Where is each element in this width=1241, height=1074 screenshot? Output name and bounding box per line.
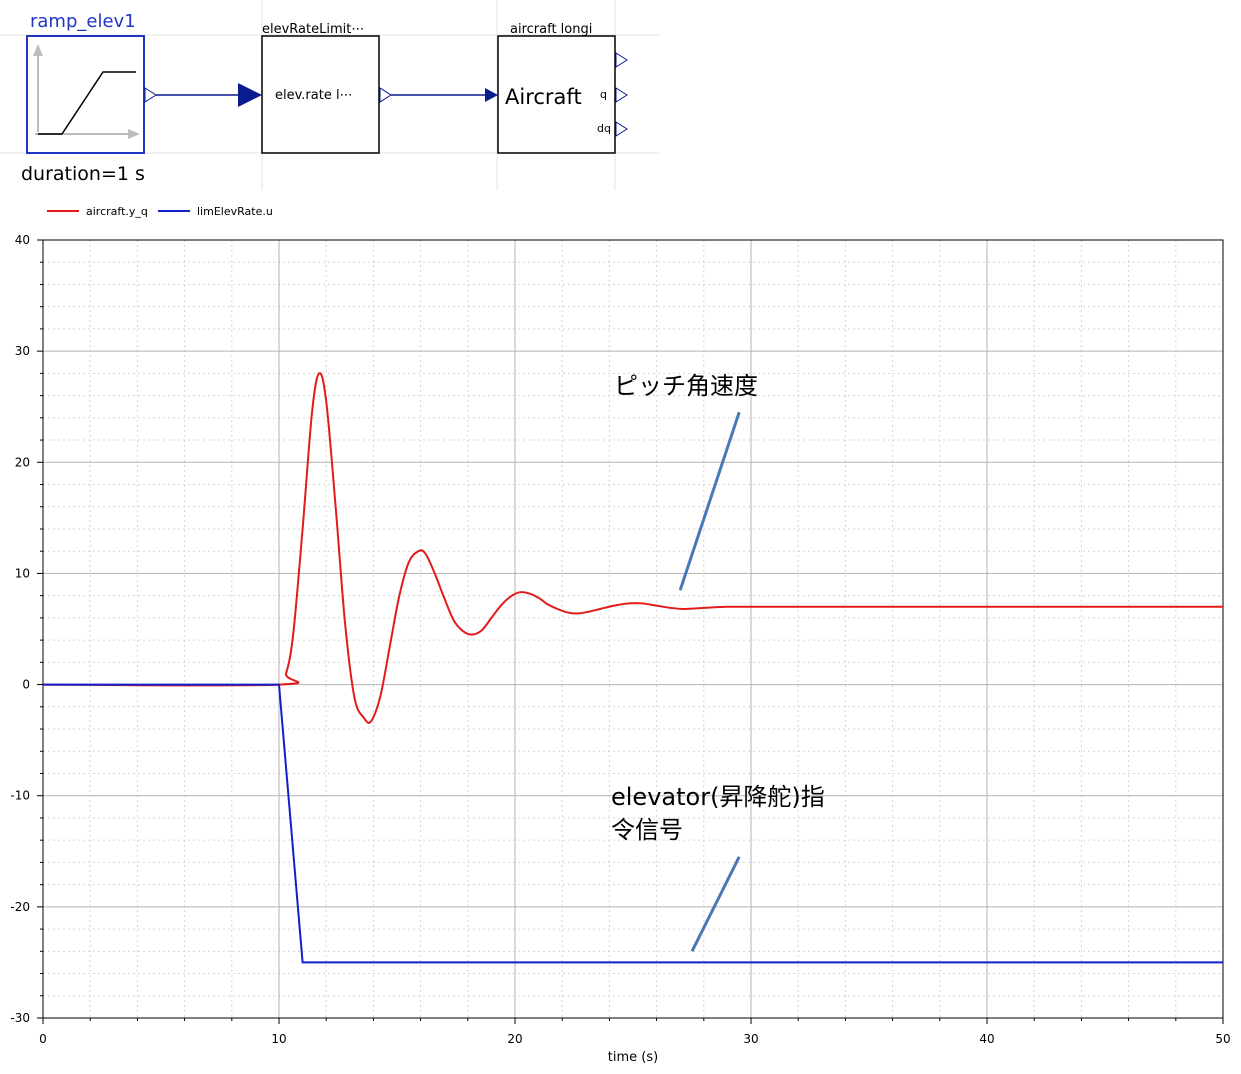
legend-item-2: limElevRate.u <box>158 205 273 218</box>
x-tick-label: 40 <box>979 1032 994 1046</box>
block-diagram: ramp_elev1 duration=1 s elevRateLimit⋯ e… <box>0 0 660 190</box>
series-layer <box>42 372 1223 964</box>
x-axis: 0 10 20 30 40 50 <box>39 1018 1231 1046</box>
y-tick-label: 10 <box>15 566 30 580</box>
series-line-2 <box>43 683 1223 964</box>
x-tick-label: 30 <box>743 1032 758 1046</box>
aircraft-block-frame[interactable] <box>497 35 616 154</box>
aircraft-block-label: Aircraft <box>505 85 582 109</box>
y-tick-label: 30 <box>15 344 30 358</box>
annotation-elevator-cmd-line1: elevator(昇降舵)指 <box>611 783 825 811</box>
ramp-duration-param: duration=1 s <box>21 163 145 185</box>
ramp-output-port[interactable] <box>144 87 157 103</box>
ramp-icon <box>33 44 140 139</box>
minor-grid <box>43 240 1223 1018</box>
x-tick-label: 20 <box>507 1032 522 1046</box>
time-plot[interactable]: aircraft.y_q limElevRate.u 0 10 20 30 40 50 -… <box>0 195 1241 1074</box>
annotation-elevator-cmd-line2: 令信号 <box>611 816 683 844</box>
ratelimit-input-port[interactable] <box>238 83 262 107</box>
y-tick-label: -10 <box>10 789 30 803</box>
aircraft-port-q-label: q <box>600 88 607 101</box>
annotation-elevator-cmd-line <box>690 856 741 952</box>
aircraft-output-port-dq[interactable] <box>615 121 628 137</box>
ramp-block-frame[interactable] <box>26 35 145 154</box>
rate-limit-block-label: elev.rate l⋯ <box>275 88 353 103</box>
legend: aircraft.y_q limElevRate.u <box>47 205 273 218</box>
annotation-pitch-rate-line <box>678 411 741 591</box>
annotation-pitch-rate: ピッチ角速度 <box>614 372 758 591</box>
rate-limit-block[interactable]: elevRateLimit⋯ elev.rate l⋯ <box>261 22 392 154</box>
aircraft-input-port[interactable] <box>485 88 498 102</box>
rate-limit-block-name: elevRateLimit⋯ <box>262 22 364 37</box>
ramp-block-name: ramp_elev1 <box>30 11 136 32</box>
legend-label-2: limElevRate.u <box>197 205 273 218</box>
ratelimit-output-port[interactable] <box>379 87 392 103</box>
y-tick-label: -20 <box>10 900 30 914</box>
aircraft-block[interactable]: aircraft longi Aircraft q dq <box>497 22 628 154</box>
x-axis-label: time (s) <box>608 1050 658 1065</box>
annotation-pitch-rate-text: ピッチ角速度 <box>614 372 758 400</box>
rate-limit-block-frame[interactable] <box>261 35 380 154</box>
y-tick-label: 20 <box>15 455 30 469</box>
y-tick-label: 40 <box>15 233 30 247</box>
aircraft-port-dq-label: dq <box>597 122 611 135</box>
x-tick-label: 10 <box>271 1032 286 1046</box>
aircraft-output-port-1[interactable] <box>615 52 628 68</box>
annotation-elevator-cmd: elevator(昇降舵)指 令信号 <box>611 783 825 952</box>
legend-item-1: aircraft.y_q <box>47 205 148 218</box>
plot-area[interactable] <box>43 240 1223 1018</box>
plot-frame <box>42 239 1224 1019</box>
y-axis: -30 -20 -10 0 10 20 30 40 <box>10 233 43 1025</box>
aircraft-output-port-q[interactable] <box>615 87 628 103</box>
x-tick-label: 0 <box>39 1032 47 1046</box>
y-tick-label: 0 <box>22 678 30 692</box>
aircraft-block-name: aircraft longi <box>510 22 592 37</box>
legend-label-1: aircraft.y_q <box>86 205 148 218</box>
series-line-1 <box>42 372 1223 724</box>
x-tick-label: 50 <box>1215 1032 1230 1046</box>
ramp-block[interactable]: ramp_elev1 duration=1 s <box>21 11 157 185</box>
y-tick-label: -30 <box>10 1011 30 1025</box>
